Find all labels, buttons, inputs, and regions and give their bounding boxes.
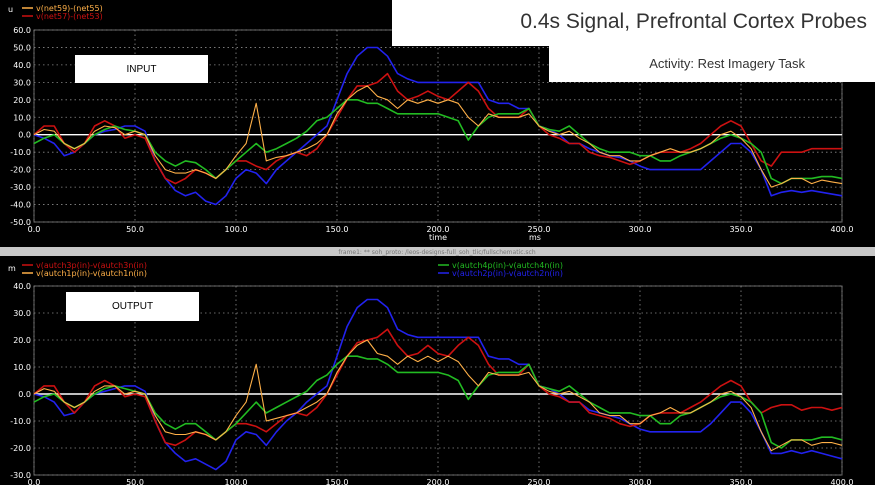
input-series-line-2 xyxy=(33,72,842,185)
output-series-line-3 xyxy=(33,355,843,449)
input-y-tick: 50.0 xyxy=(13,43,31,52)
output-x-tick: 250.0 xyxy=(528,478,551,485)
input-x-tick: 100.0 xyxy=(225,225,248,234)
input-y-tick: -50.0 xyxy=(10,218,31,227)
output-y-tick: 10.0 xyxy=(13,363,31,372)
input-y-tick: 10.0 xyxy=(13,113,31,122)
input-x-tick: 150.0 xyxy=(326,225,349,234)
input-x-tick: 300.0 xyxy=(629,225,652,234)
input-y-tick: -10.0 xyxy=(10,148,31,157)
window-bar-text: frame1: ** soh_proto: /leos-designs-full… xyxy=(338,249,536,256)
input-series-line-4 xyxy=(33,85,843,188)
input-x-unit-label: ms xyxy=(529,233,541,242)
input-x-tick: 350.0 xyxy=(730,225,753,234)
input-y-tick: 40.0 xyxy=(13,61,31,70)
output-x-tick: 100.0 xyxy=(225,478,248,485)
output-x-tick: 300.0 xyxy=(629,478,652,485)
input-y-tick: 0.0 xyxy=(18,131,31,140)
input-y-tick: 20.0 xyxy=(13,96,31,105)
output-legend-label: v(autch4p(in)-v(autch4n(in) xyxy=(452,261,563,270)
output-y-tick: 40.0 xyxy=(13,282,31,291)
output-x-tick: 200.0 xyxy=(427,478,450,485)
output-y-tick: -20.0 xyxy=(10,444,31,453)
output-x-tick: 350.0 xyxy=(730,478,753,485)
input-y-tick: -20.0 xyxy=(10,166,31,175)
output-y-tick: 30.0 xyxy=(13,309,31,318)
input-x-tick: 250.0 xyxy=(528,225,551,234)
output-unit-label: m xyxy=(8,264,16,273)
input-x-tick: 50.0 xyxy=(126,225,144,234)
input-x-axis-label: time xyxy=(429,233,447,242)
output-series-line-4 xyxy=(33,339,843,452)
input-y-tick: 60.0 xyxy=(13,26,31,35)
page-title: 0.4s Signal, Prefrontal Cortex Probes xyxy=(520,10,867,33)
output-legend-label: v(autch2p(in)-v(autch2n(in) xyxy=(452,269,563,278)
output-x-tick: 400.0 xyxy=(831,478,854,485)
output-y-tick: 20.0 xyxy=(13,336,31,345)
title-box: 0.4s Signal, Prefrontal Cortex Probes xyxy=(392,0,875,46)
output-legend-label: v(autch1p(in)-v(autch1n(in) xyxy=(36,269,147,278)
output-x-tick: 50.0 xyxy=(126,478,144,485)
output-legend-label: v(autch3p(in)-v(autch3n(in) xyxy=(36,261,147,270)
input-y-tick: 30.0 xyxy=(13,78,31,87)
input-legend-label: v(net57)-(net53) xyxy=(36,12,103,21)
output-y-tick: 0.0 xyxy=(18,390,31,399)
input-x-tick: 400.0 xyxy=(831,225,854,234)
output-y-tick: -30.0 xyxy=(10,471,31,480)
output-series-line-2 xyxy=(33,328,843,447)
input-y-tick: -40.0 xyxy=(10,201,31,210)
input-y-tick: -30.0 xyxy=(10,183,31,192)
output-series-line-1 xyxy=(33,298,843,471)
subtitle-box: Activity: Rest Imagery Task xyxy=(549,46,875,82)
output-x-tick: 0.0 xyxy=(28,478,41,485)
output-label: OUTPUT xyxy=(111,301,154,312)
input-x-tick: 200.0 xyxy=(427,225,450,234)
input-series-line-1 xyxy=(33,46,843,206)
window-bar xyxy=(0,247,875,256)
input-label-box: INPUT xyxy=(75,55,208,83)
output-x-tick: 150.0 xyxy=(326,478,349,485)
input-x-tick: 0.0 xyxy=(28,225,41,234)
output-y-tick: -10.0 xyxy=(10,417,31,426)
page-subtitle: Activity: Rest Imagery Task xyxy=(649,56,805,71)
input-label: INPUT xyxy=(126,63,157,75)
output-label-box: OUTPUT xyxy=(66,292,199,321)
input-unit-label: u xyxy=(8,5,13,14)
input-legend-label: v(net59)-(net55) xyxy=(36,4,103,13)
